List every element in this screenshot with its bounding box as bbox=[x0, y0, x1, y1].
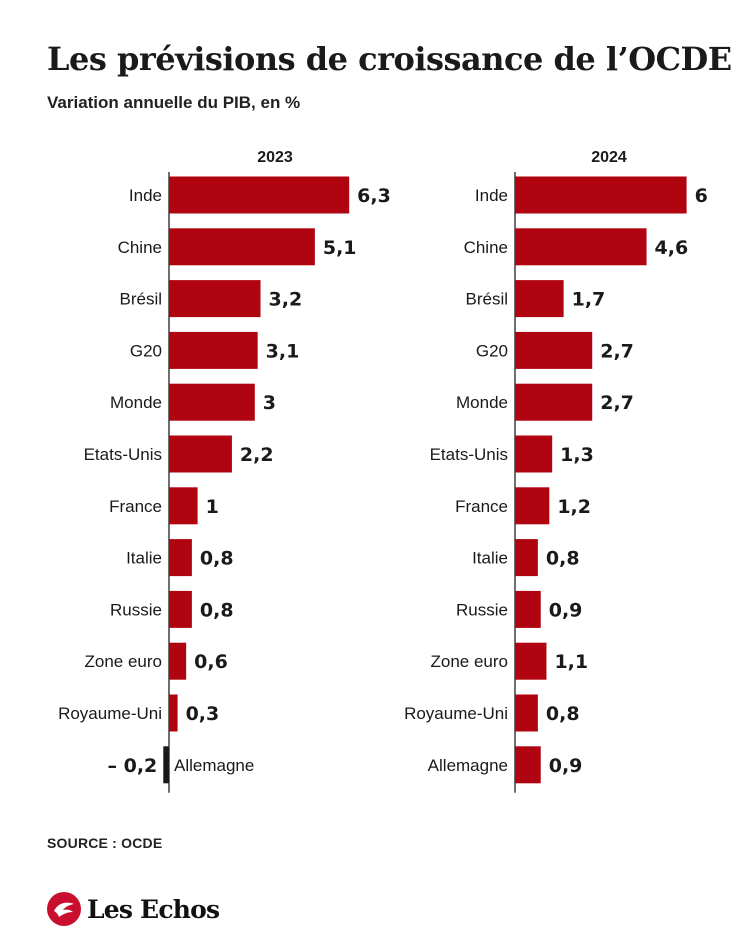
bar-2023-zone-euro bbox=[169, 642, 187, 680]
category-label-2024-chine: Chine bbox=[464, 238, 508, 257]
category-label-2024-inde: Inde bbox=[475, 186, 508, 205]
value-label-2023-france: 1 bbox=[206, 496, 219, 518]
bar-charts: 2023 Inde 6,3 Chine 5,1 Brésil 3,2 G20 3,1 Monde 3… bbox=[58, 149, 708, 793]
category-label-2023-inde: Inde bbox=[129, 186, 162, 205]
bar-2023-etats-unis bbox=[169, 435, 232, 473]
brand-name: Les Echos bbox=[87, 894, 220, 924]
value-label-2023-g20: 3,1 bbox=[266, 340, 300, 362]
value-label-2024-allemagne: 0,9 bbox=[549, 755, 583, 777]
bar-2023-royaume-uni bbox=[169, 694, 178, 732]
bar-2023-italie bbox=[169, 539, 192, 577]
chart-subtitle: Variation annuelle du PIB, en % bbox=[47, 93, 301, 112]
brand-logo: Les Echos bbox=[47, 891, 220, 927]
bar-2024-chine bbox=[515, 228, 647, 266]
panel-title-2024: 2024 bbox=[591, 149, 627, 166]
bar-2024-monde bbox=[515, 383, 593, 421]
category-label-2023-france: France bbox=[109, 497, 162, 516]
bar-2023-chine bbox=[169, 228, 315, 266]
bar-2024-allemagne bbox=[515, 746, 541, 784]
category-label-2023-br-sil: Brésil bbox=[119, 290, 162, 309]
source-note: SOURCE : OCDE bbox=[47, 835, 163, 851]
value-label-2024-royaume-uni: 0,8 bbox=[546, 703, 580, 725]
category-label-2024-allemagne: Allemagne bbox=[428, 756, 508, 775]
bar-2024-royaume-uni bbox=[515, 694, 538, 732]
bar-2024-br-sil bbox=[515, 280, 564, 318]
bar-2024-zone-euro bbox=[515, 642, 547, 680]
value-label-2023-allemagne: – 0,2 bbox=[107, 755, 157, 777]
value-label-2024-zone-euro: 1,1 bbox=[554, 651, 588, 673]
value-label-2023-chine: 5,1 bbox=[323, 237, 357, 259]
value-label-2023-monde: 3 bbox=[263, 392, 276, 414]
bar-2023-russie bbox=[169, 590, 192, 628]
value-label-2023-royaume-uni: 0,3 bbox=[186, 703, 220, 725]
category-label-2024-italie: Italie bbox=[472, 549, 508, 568]
bar-2024-russie bbox=[515, 590, 541, 628]
value-label-2024-g20: 2,7 bbox=[600, 340, 634, 362]
bar-2023-br-sil bbox=[169, 280, 261, 318]
category-label-2024-etats-unis: Etats-Unis bbox=[430, 445, 508, 464]
value-label-2024-france: 1,2 bbox=[557, 496, 591, 518]
bar-2024-g20 bbox=[515, 331, 593, 369]
value-label-2024-chine: 4,6 bbox=[655, 237, 689, 259]
bar-2023-inde bbox=[169, 176, 350, 214]
category-label-2023-monde: Monde bbox=[110, 393, 162, 412]
value-label-2024-etats-unis: 1,3 bbox=[560, 444, 594, 466]
category-label-2023-allemagne: Allemagne bbox=[174, 756, 254, 775]
category-label-2024-monde: Monde bbox=[456, 393, 508, 412]
value-label-2024-italie: 0,8 bbox=[546, 548, 580, 570]
value-label-2024-monde: 2,7 bbox=[600, 392, 634, 414]
value-label-2023-russie: 0,8 bbox=[200, 599, 234, 621]
value-label-2023-inde: 6,3 bbox=[357, 185, 391, 207]
panel-title-2023: 2023 bbox=[257, 149, 293, 166]
category-label-2024-zone-euro: Zone euro bbox=[431, 652, 509, 671]
category-label-2023-chine: Chine bbox=[118, 238, 162, 257]
category-label-2024-france: France bbox=[455, 497, 508, 516]
value-label-2023-italie: 0,8 bbox=[200, 548, 234, 570]
bar-2024-france bbox=[515, 487, 550, 525]
category-label-2023-italie: Italie bbox=[126, 549, 162, 568]
value-label-2024-inde: 6 bbox=[695, 185, 708, 207]
category-label-2023-zone-euro: Zone euro bbox=[85, 652, 163, 671]
value-label-2024-russie: 0,9 bbox=[549, 599, 583, 621]
category-label-2023-royaume-uni: Royaume-Uni bbox=[58, 704, 162, 723]
bar-2023-france bbox=[169, 487, 198, 525]
echos-logo-icon bbox=[47, 892, 81, 926]
category-label-2024-russie: Russie bbox=[456, 600, 508, 619]
bar-2023-g20 bbox=[169, 331, 258, 369]
bar-2023-allemagne bbox=[163, 746, 169, 784]
value-label-2023-br-sil: 3,2 bbox=[269, 289, 303, 311]
category-label-2023-g20: G20 bbox=[130, 341, 162, 360]
chart-title: Les prévisions de croissance de l’OCDE bbox=[47, 40, 732, 78]
bar-2024-italie bbox=[515, 539, 538, 577]
bar-2023-monde bbox=[169, 383, 255, 421]
bar-2024-inde bbox=[515, 176, 687, 214]
value-label-2023-zone-euro: 0,6 bbox=[194, 651, 228, 673]
category-label-2024-br-sil: Brésil bbox=[465, 290, 508, 309]
category-label-2023-russie: Russie bbox=[110, 600, 162, 619]
value-label-2023-etats-unis: 2,2 bbox=[240, 444, 274, 466]
category-label-2024-royaume-uni: Royaume-Uni bbox=[404, 704, 508, 723]
category-label-2023-etats-unis: Etats-Unis bbox=[84, 445, 162, 464]
bar-2024-etats-unis bbox=[515, 435, 553, 473]
value-label-2024-br-sil: 1,7 bbox=[572, 289, 606, 311]
category-label-2024-g20: G20 bbox=[476, 341, 508, 360]
